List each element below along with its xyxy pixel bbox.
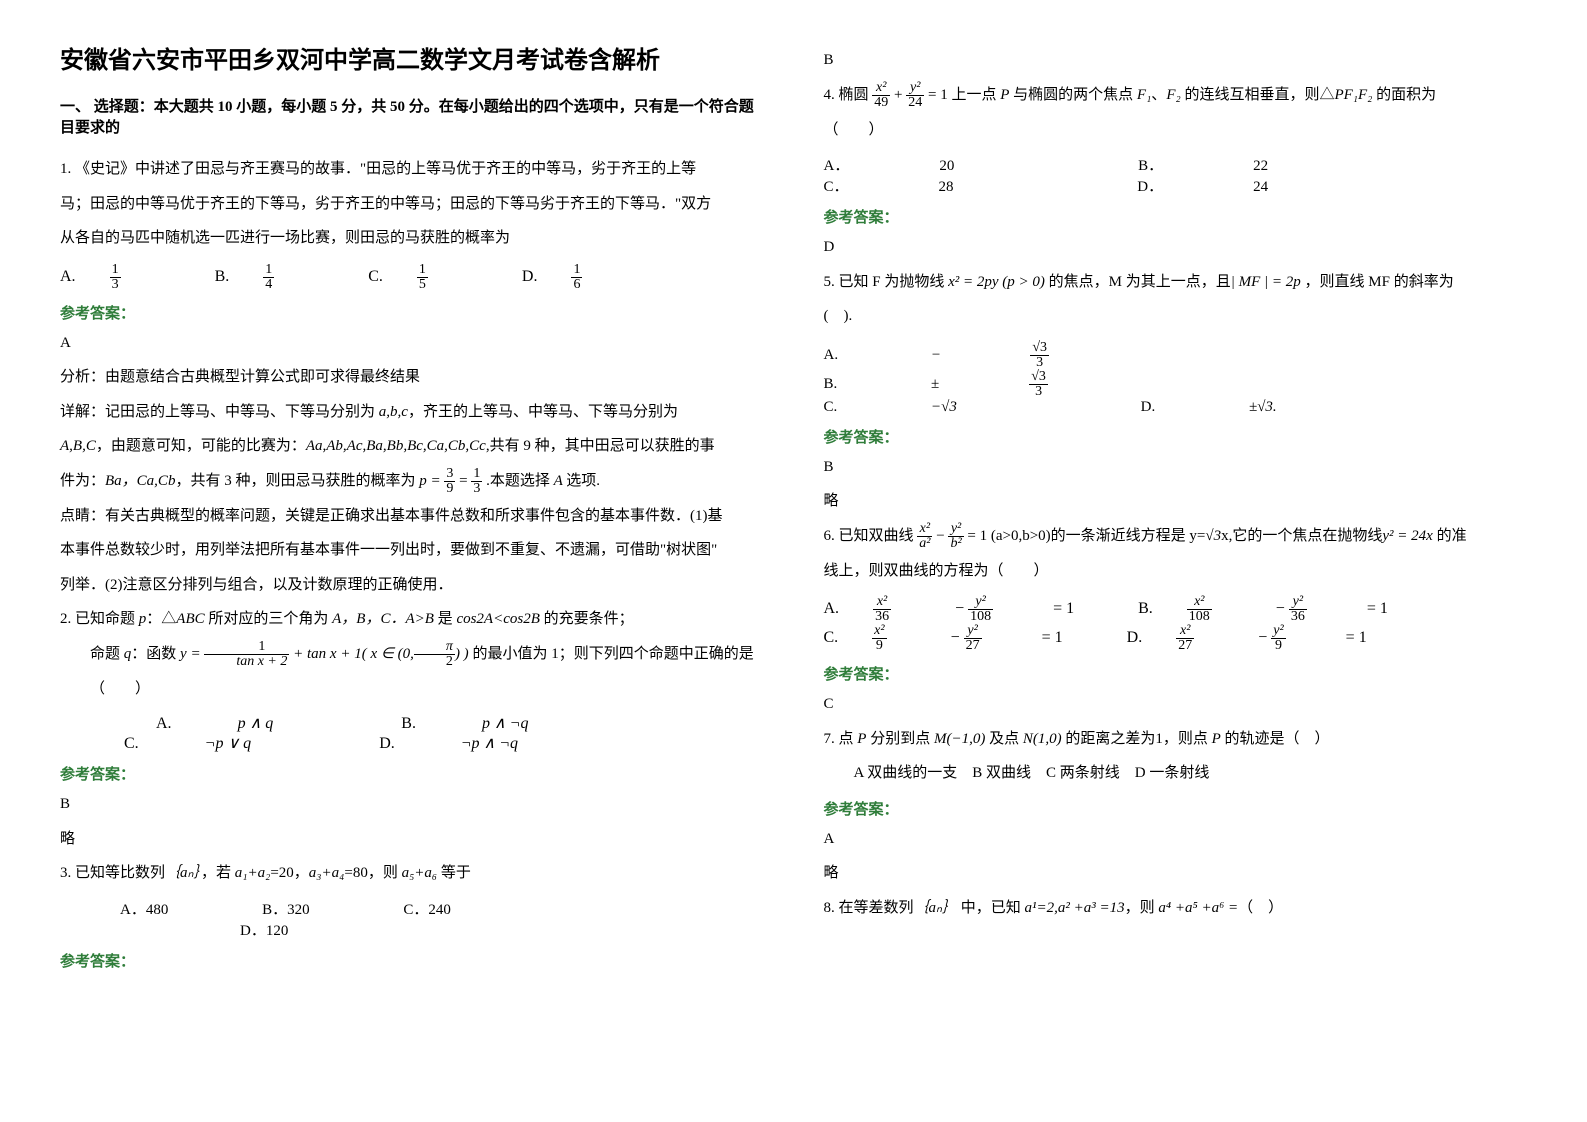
q4-options: A．20 B．22 C．28 D．24 — [824, 154, 1528, 196]
q1-options: A. 13 B. 14 C. 15 D. 16 — [60, 263, 764, 292]
q2-answer: B — [60, 790, 764, 819]
q1-analysis-1: 分析：由题意结合古典概型计算公式即可求得最终结果 — [60, 363, 764, 392]
q1-analysis-4: 件为：Ba，Ca,Cb，共有 3 种，则田忌马获胜的概率为 p = 39 = 1… — [60, 467, 764, 496]
q7-options: A 双曲线的一支 B 双曲线 C 两条射线 D 一条射线 — [824, 759, 1528, 788]
answer-label: 参考答案： — [824, 426, 1528, 447]
answer-label: 参考答案： — [824, 206, 1528, 227]
section-1-heading: 一、 选择题：本大题共 10 小题，每小题 5 分，共 50 分。在每小题给出的… — [60, 95, 764, 137]
q6-answer: C — [824, 690, 1528, 719]
q8-line1: 8. 在等差数列｛aₙ｝ 中，已知 a¹=2,a² +a³ =13，则 a⁴ +… — [824, 894, 1528, 923]
document-title: 安徽省六安市平田乡双河中学高二数学文月考试卷含解析 — [60, 40, 764, 75]
answer-label: 参考答案： — [60, 763, 764, 784]
q1-analysis-6: 本事件总数较少时，用列举法把所有基本事件一一列出时，要做到不重复、不遗漏，可借助… — [60, 536, 764, 565]
q1-analysis-7: 列举．(2)注意区分排列与组合，以及计数原理的正确使用． — [60, 571, 764, 600]
q2-paren: （ ） — [60, 675, 764, 704]
q5-answer: B — [824, 453, 1528, 482]
answer-label: 参考答案： — [60, 950, 764, 971]
left-column: 安徽省六安市平田乡双河中学高二数学文月考试卷含解析 一、 选择题：本大题共 10… — [60, 40, 764, 977]
q6-line2: 线上，则双曲线的方程为（ ） — [824, 557, 1528, 586]
q5-options: A. −√33 B. ±√33 C. −√3 D. ±√3. — [824, 341, 1528, 416]
q6-line1: 6. 已知双曲线 x²a² − y²b² = 1 (a>0,b>0)的一条渐近线… — [824, 522, 1528, 551]
q2-line1: 2. 已知命题 p：△ABC 所对应的三个角为 A，B，C．A>B 是 cos2… — [60, 605, 764, 634]
q4-paren: （ ） — [824, 116, 1528, 145]
q3-options: A．480 B．320 C．240 D．120 — [60, 898, 764, 940]
q1-line1: 1. 《史记》中讲述了田忌与齐王赛马的故事．"田忌的上等马优于齐王的中等马，劣于… — [60, 155, 764, 184]
q2-options: A. p ∧ q B. p ∧ ¬q C. ¬p ∨ q D. ¬p ∧ ¬q — [60, 713, 764, 753]
right-column: B 4. 椭圆 x²49 + y²24 = 1 上一点 P 与椭圆的两个焦点 F… — [824, 40, 1528, 977]
q1-answer: A — [60, 329, 764, 358]
q1-analysis-3: A,B,C，由题意可知，可能的比赛为：Aa,Ab,Ac,Ba,Bb,Bc,Ca,… — [60, 432, 764, 461]
q1-line3: 从各自的马匹中随机选一匹进行一场比赛，则田忌的马获胜的概率为 — [60, 224, 764, 253]
q5-answer2: 略 — [824, 487, 1528, 516]
q5-line1: 5. 已知 F 为抛物线 x² = 2py (p > 0) 的焦点，M 为其上一… — [824, 268, 1528, 297]
q2-line2: 命题 q：函数 y = 1tan x + 2 + tan x + 1( x ∈ … — [60, 640, 764, 669]
answer-label: 参考答案： — [824, 663, 1528, 684]
answer-label: 参考答案： — [60, 302, 764, 323]
q1-line2: 马；田忌的中等马优于齐王的下等马，劣于齐王的中等马；田忌的下等马劣于齐王的下等马… — [60, 190, 764, 219]
q7-line1: 7. 点 P 分别到点 M(−1,0) 及点 N(1,0) 的距离之差为1，则点… — [824, 725, 1528, 754]
q4-line1: 4. 椭圆 x²49 + y²24 = 1 上一点 P 与椭圆的两个焦点 F₁、… — [824, 81, 1528, 110]
q4-answer: D — [824, 233, 1528, 262]
q7-answer: A — [824, 825, 1528, 854]
q1-analysis-5: 点睛：有关古典概型的概率问题，关键是正确求出基本事件总数和所求事件包含的基本事件… — [60, 502, 764, 531]
q3-line1: 3. 已知等比数列｛aₙ｝，若 a₁+a₂=20，a₃+a₄=80，则 a₅+a… — [60, 859, 764, 888]
q6-options: A. x²36 − y²108 = 1 B. x²108 − y²36 = 1 … — [824, 595, 1528, 653]
q3-answer: B — [824, 46, 1528, 75]
q2-answer2: 略 — [60, 825, 764, 854]
answer-label: 参考答案： — [824, 798, 1528, 819]
q5-paren: ( ). — [824, 302, 1528, 331]
q1-analysis-2: 详解：记田忌的上等马、中等马、下等马分别为 a,b,c，齐王的上等马、中等马、下… — [60, 398, 764, 427]
q7-answer2: 略 — [824, 859, 1528, 888]
